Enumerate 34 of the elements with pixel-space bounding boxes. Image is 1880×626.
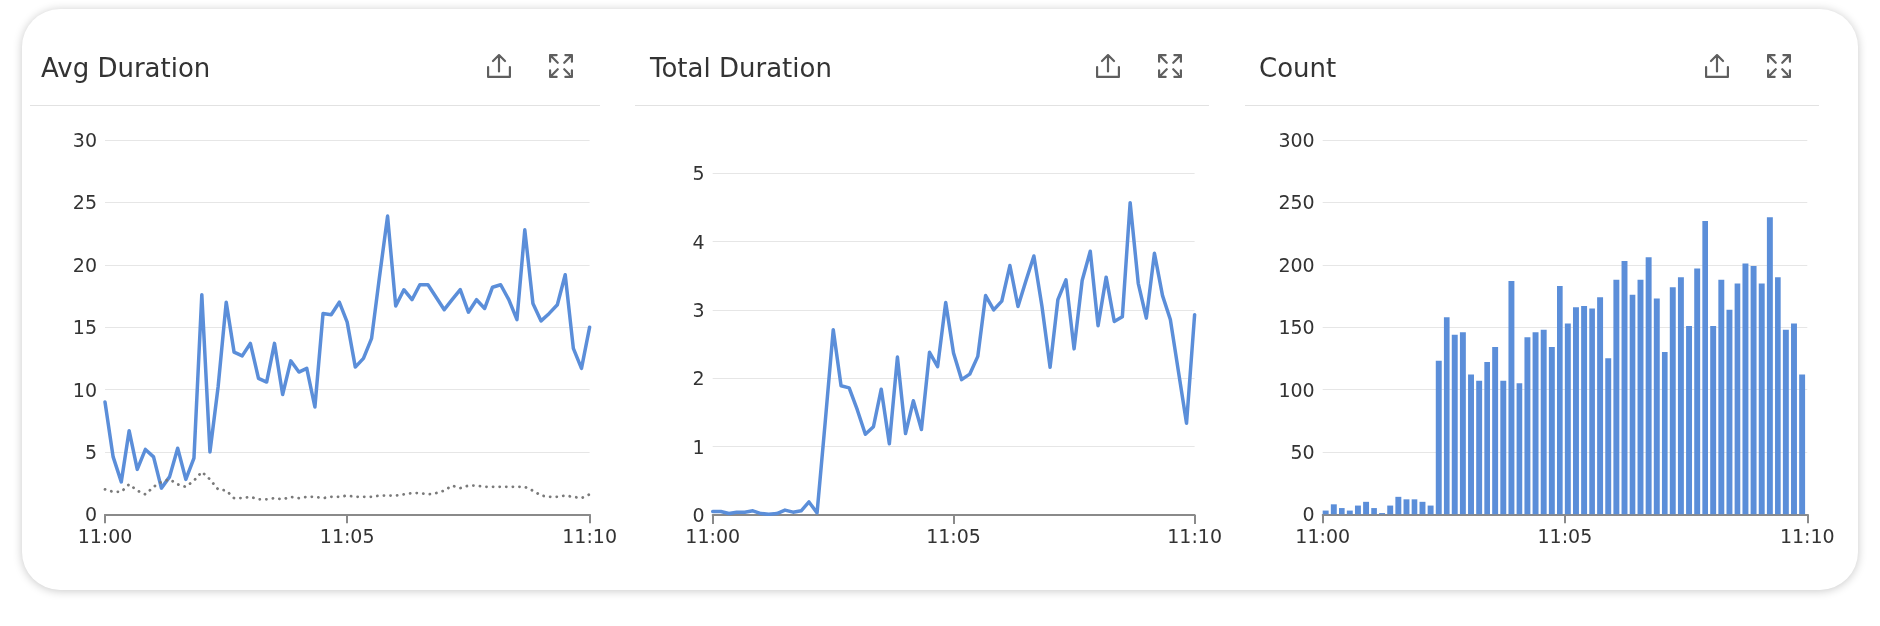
y-tick-label: 4	[692, 230, 705, 253]
y-tick-label: 300	[1278, 129, 1315, 151]
y-tick-label: 5	[692, 162, 705, 185]
y-tick-label: 15	[72, 316, 97, 339]
x-tick-label: 11:10	[562, 524, 618, 547]
x-tick-label: 11:00	[77, 524, 133, 547]
x-tick-label: 11:05	[319, 524, 375, 547]
x-tick-label: 11:05	[926, 525, 981, 548]
y-tick-label: 200	[1278, 253, 1315, 276]
line-series	[103, 470, 592, 501]
x-tick-label: 11:00	[685, 525, 741, 548]
y-tick-label: 2	[692, 367, 705, 390]
y-tick-label: 5	[84, 440, 97, 463]
y-tick-label: 25	[72, 191, 97, 214]
y-tick-label: 20	[72, 253, 97, 276]
y-tick-label: 0	[692, 503, 705, 526]
chart-title: Total Duration	[649, 53, 832, 83]
y-tick-label: 30	[72, 129, 97, 151]
x-tick-label: 11:05	[1537, 524, 1593, 547]
y-tick-label: 10	[72, 378, 97, 401]
chart-title: Count	[1259, 53, 1337, 83]
y-tick-label: 0	[84, 503, 97, 526]
chart-title: Avg Duration	[41, 53, 211, 83]
y-tick-label: 3	[692, 298, 705, 321]
x-tick-label: 11:10	[1779, 524, 1835, 547]
y-tick-label: 1	[692, 435, 705, 458]
y-tick-label: 250	[1278, 191, 1315, 214]
y-tick-label: 100	[1278, 378, 1315, 401]
x-tick-label: 11:10	[1167, 525, 1223, 548]
y-tick-label: 0	[1302, 503, 1315, 526]
y-tick-label: 50	[1290, 440, 1315, 463]
y-tick-label: 150	[1278, 316, 1315, 339]
x-tick-label: 11:00	[1295, 524, 1351, 547]
line-series	[103, 214, 592, 490]
